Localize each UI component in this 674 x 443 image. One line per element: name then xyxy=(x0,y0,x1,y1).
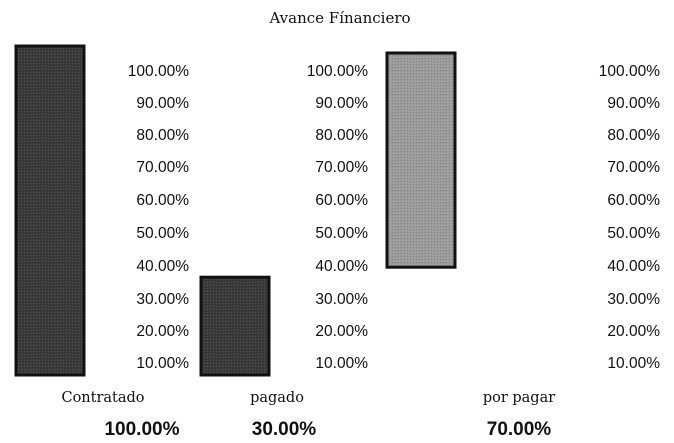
y-tick-label-contratado: 50.00% xyxy=(136,225,189,242)
bar-texture-pagado xyxy=(203,279,267,373)
y-tick-label-por-pagar: 40.00% xyxy=(607,258,660,275)
value-label-por-pagar: 70.00% xyxy=(487,419,552,440)
y-tick-label-contratado: 10.00% xyxy=(136,355,189,372)
y-tick-label-pagado: 100.00% xyxy=(307,63,368,80)
y-tick-label-pagado: 40.00% xyxy=(315,258,368,275)
y-tick-label-pagado: 20.00% xyxy=(315,323,368,340)
y-tick-label-pagado: 10.00% xyxy=(315,355,368,372)
y-tick-label-pagado: 80.00% xyxy=(315,127,368,144)
y-tick-label-pagado: 90.00% xyxy=(315,95,368,112)
y-tick-label-contratado: 100.00% xyxy=(128,63,189,80)
y-tick-label-contratado: 40.00% xyxy=(136,258,189,275)
y-tick-label-contratado: 20.00% xyxy=(136,323,189,340)
y-tick-label-por-pagar: 70.00% xyxy=(607,159,660,176)
value-label-contratado: 100.00% xyxy=(104,419,179,440)
value-label-pagado: 30.00% xyxy=(252,419,317,440)
y-tick-label-pagado: 70.00% xyxy=(315,159,368,176)
y-tick-label-por-pagar: 50.00% xyxy=(607,225,660,242)
y-tick-label-por-pagar: 60.00% xyxy=(607,192,660,209)
y-tick-label-contratado: 90.00% xyxy=(136,95,189,112)
chart-title: Avance Fínanciero xyxy=(268,9,410,27)
y-tick-label-pagado: 50.00% xyxy=(315,225,368,242)
y-tick-label-pagado: 30.00% xyxy=(315,291,368,308)
y-axis-contratado: 10.00% 20.00% 30.00% 40.00% 50.00% 60.00% 70.0… xyxy=(128,63,189,372)
y-tick-label-pagado: 60.00% xyxy=(315,192,368,209)
y-tick-label-contratado: 80.00% xyxy=(136,127,189,144)
y-tick-label-contratado: 60.00% xyxy=(136,192,189,209)
y-tick-label-por-pagar: 30.00% xyxy=(607,291,660,308)
category-label-pagado: pagado xyxy=(250,390,304,406)
y-tick-label-por-pagar: 20.00% xyxy=(607,323,660,340)
category-label-contratado: Contratado xyxy=(61,390,144,406)
bar-texture-contratado xyxy=(18,48,82,373)
y-tick-label-por-pagar: 90.00% xyxy=(607,95,660,112)
y-tick-label-por-pagar: 100.00% xyxy=(599,63,660,80)
y-tick-label-por-pagar: 80.00% xyxy=(607,127,660,144)
y-axis-pagado: 10.00% 20.00% 30.00% 40.00% 50.00% 60.00% 70.0… xyxy=(307,63,368,372)
category-label-por-pagar: por pagar xyxy=(483,390,555,406)
bars-group xyxy=(14,44,457,377)
y-tick-label-contratado: 70.00% xyxy=(136,159,189,176)
bar-texture-por-pagar xyxy=(389,55,453,266)
y-axis-por-pagar: 10.00% 20.00% 30.00% 40.00% 50.00% 60.00% 70.0… xyxy=(599,63,660,372)
y-tick-label-por-pagar: 10.00% xyxy=(607,355,660,372)
y-tick-label-contratado: 30.00% xyxy=(136,291,189,308)
